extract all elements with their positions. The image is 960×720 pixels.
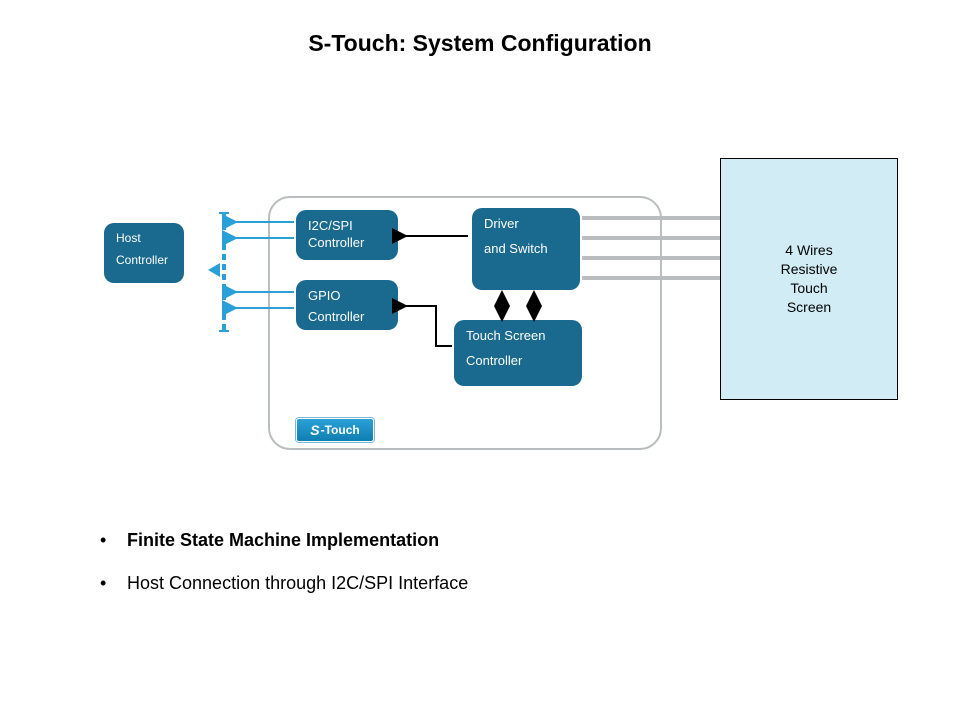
- boundary-bar: [222, 214, 226, 330]
- screen-line3: Touch: [790, 279, 827, 298]
- blue-host-marker: [208, 263, 220, 277]
- bullet-dot-icon: •: [100, 530, 122, 551]
- node-i2c-l1: I2C/SPI: [308, 218, 388, 235]
- bullet-2-text: Host Connection through I2C/SPI Interfac…: [127, 573, 468, 593]
- node-tsc-l1: Touch Screen: [466, 328, 572, 345]
- node-driver: Driver and Switch: [472, 208, 580, 290]
- bullet-2: • Host Connection through I2C/SPI Interf…: [100, 573, 468, 594]
- node-host-l2: Controller: [116, 253, 174, 269]
- logo-rest: -Touch: [321, 423, 360, 437]
- slide-title: S-Touch: System Configuration: [0, 30, 960, 57]
- node-tsc: Touch Screen Controller: [454, 320, 582, 386]
- boundary-bar-top: [219, 212, 229, 214]
- screen-line4: Screen: [787, 298, 831, 317]
- screen-line2: Resistive: [781, 260, 838, 279]
- node-host: Host Controller: [104, 223, 184, 283]
- node-tsc-l2: Controller: [466, 353, 572, 370]
- node-gpio-l2: Controller: [308, 309, 388, 326]
- node-driver-l2: and Switch: [484, 241, 570, 258]
- node-i2c-l2: Controller: [308, 235, 388, 252]
- touch-screen-panel: 4 Wires Resistive Touch Screen: [720, 158, 898, 400]
- screen-line1: 4 Wires: [785, 241, 832, 260]
- bullet-1: • Finite State Machine Implementation: [100, 530, 468, 551]
- stouch-logo: S-Touch: [296, 418, 374, 442]
- logo-s: S: [310, 422, 319, 438]
- boundary-bar-bottom: [219, 330, 229, 332]
- node-host-l1: Host: [116, 231, 174, 247]
- bullet-dot-icon: •: [100, 573, 122, 594]
- node-gpio-l1: GPIO: [308, 288, 388, 305]
- node-gpio: GPIO Controller: [296, 280, 398, 330]
- bullet-1-text: Finite State Machine Implementation: [127, 530, 439, 550]
- node-driver-l1: Driver: [484, 216, 570, 233]
- node-i2c: I2C/SPI Controller: [296, 210, 398, 260]
- bullet-list: • Finite State Machine Implementation • …: [100, 530, 468, 616]
- diagram-canvas: S-Touch: System Configuration 4 Wires Re…: [0, 0, 960, 720]
